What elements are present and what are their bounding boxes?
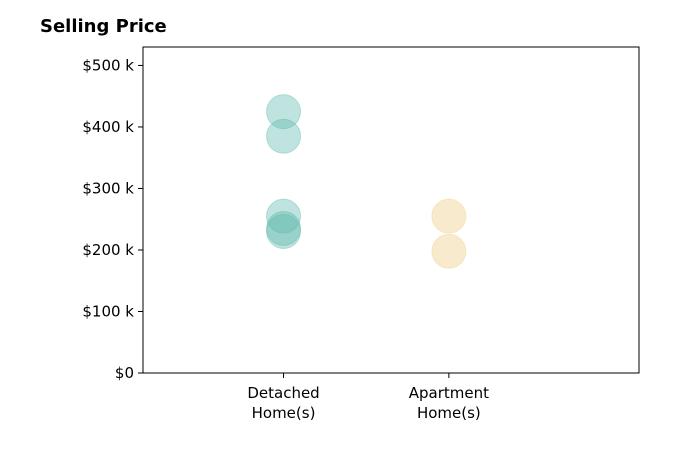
data-point bbox=[266, 210, 302, 246]
y-tick-label: $400 k bbox=[82, 118, 134, 136]
data-point bbox=[431, 198, 467, 234]
x-tick-label: Detached bbox=[247, 384, 319, 402]
data-point bbox=[266, 94, 302, 130]
data-point bbox=[431, 233, 467, 269]
y-tick-label: $300 k bbox=[82, 179, 134, 197]
y-tick-label: $500 k bbox=[82, 56, 134, 74]
y-tick-label: $200 k bbox=[82, 241, 134, 259]
data-points bbox=[266, 94, 467, 269]
y-tick-label: $0 bbox=[115, 364, 134, 382]
data-point bbox=[266, 198, 302, 234]
x-axis: Detached Home(s) Apartment Home(s) bbox=[247, 373, 489, 422]
plot-area-frame bbox=[142, 46, 640, 374]
x-tick-label: Apartment bbox=[409, 384, 489, 402]
x-tick-label: Home(s) bbox=[252, 404, 316, 422]
data-point bbox=[266, 214, 302, 250]
chart-title: Selling Price bbox=[40, 16, 167, 37]
data-point bbox=[266, 118, 302, 154]
y-tick-label: $100 k bbox=[82, 302, 134, 320]
x-tick-label: Home(s) bbox=[417, 404, 481, 422]
y-axis: $0 $100 k $200 k $300 k $400 k $500 k bbox=[82, 56, 143, 382]
